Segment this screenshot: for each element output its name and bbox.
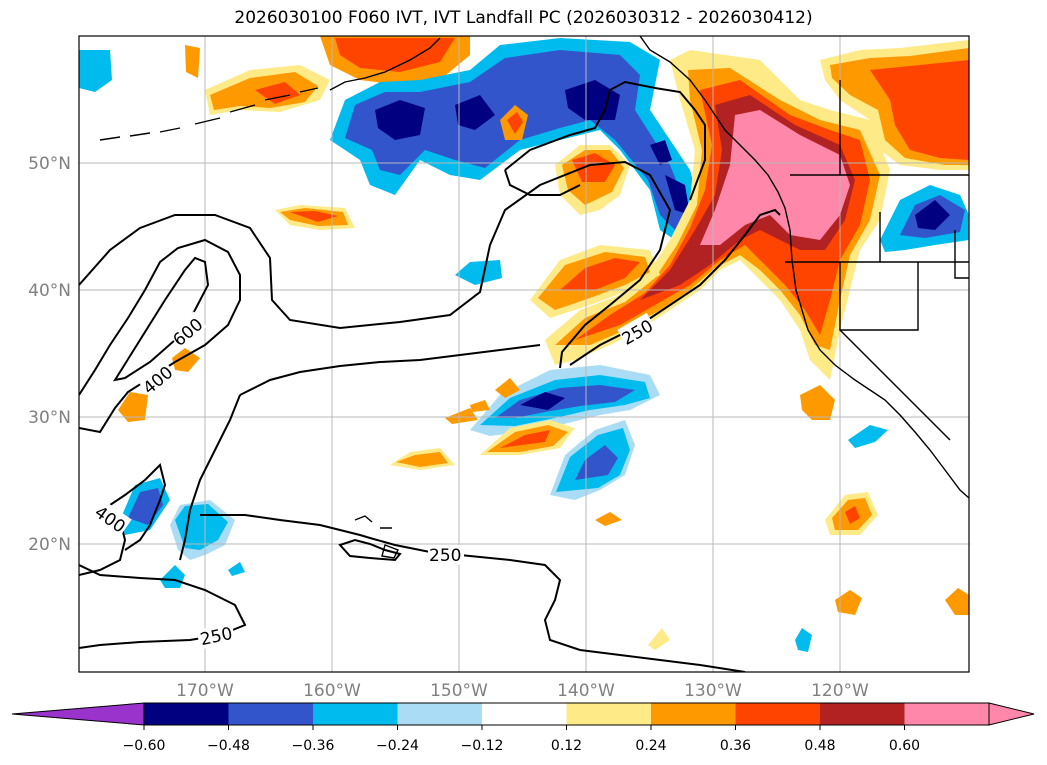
colorbar-segment (228, 703, 313, 725)
lat-label: 50°N (28, 154, 71, 174)
colorbar-segment (397, 703, 482, 725)
contour-line (79, 564, 247, 649)
positive-region (560, 258, 640, 290)
latitude-labels: 50°N 40°N 30°N 20°N (28, 154, 71, 555)
colorbar-extend-left (11, 702, 145, 726)
contour-line (200, 514, 746, 672)
contour-line (112, 256, 210, 382)
gridlines (79, 36, 969, 672)
map-title: 2026030100 F060 IVT, IVT Landfall PC (20… (234, 8, 813, 28)
positive-region (495, 378, 520, 398)
longitude-labels: 170°W 160°W 150°W 140°W 130°W 120°W (176, 681, 869, 701)
colorbar-segment (904, 703, 989, 725)
colorbar-segment (482, 703, 567, 725)
contour-line (179, 394, 241, 561)
negative-region (565, 80, 620, 120)
colorbar-segment (313, 703, 398, 725)
negative-region (79, 50, 112, 92)
coastlines (99, 36, 969, 559)
positive-region (648, 628, 670, 650)
negative-region (228, 562, 245, 576)
negative-region (848, 425, 888, 448)
lat-label: 30°N (28, 408, 71, 428)
contour-label: 250 (429, 546, 461, 566)
negative-region (455, 260, 502, 285)
contour-line (338, 538, 402, 562)
colorbar-tick-label: 0.12 (551, 738, 582, 754)
positive-region (118, 392, 148, 422)
positive-region (835, 590, 862, 615)
positive-region (255, 82, 300, 104)
contour-line (504, 80, 706, 201)
lat-label: 40°N (28, 281, 71, 301)
positive-region (445, 408, 478, 424)
shaded-field (79, 36, 969, 652)
colorbar: −0.60 −0.48 −0.36 −0.24 −0.12 0.12 0.24 … (11, 702, 1035, 754)
colorbar-segment (566, 703, 651, 725)
lon-label: 130°W (684, 681, 742, 701)
colorbar-tick-label: −0.36 (292, 738, 335, 754)
negative-region (915, 200, 950, 230)
lon-label: 170°W (176, 681, 234, 701)
colorbar-tick-label: −0.12 (461, 738, 504, 754)
contour-line (79, 238, 241, 434)
contour-line (504, 169, 581, 196)
lat-label: 20°N (28, 535, 71, 555)
colorbar-tick-label: 0.24 (635, 738, 666, 754)
colorbar-tick-label: 0.36 (720, 738, 751, 754)
lon-label: 120°W (811, 681, 869, 701)
negative-region (495, 385, 635, 418)
contour-line (79, 463, 167, 576)
contour-line (79, 160, 672, 369)
contour-line (569, 208, 781, 366)
positive-region (595, 512, 622, 526)
positive-region (172, 348, 200, 372)
negative-region (455, 95, 495, 130)
ivt-contours (79, 80, 781, 672)
positive-region (500, 430, 550, 448)
negative-region (665, 175, 690, 215)
positive-region (290, 211, 338, 222)
colorbar-tick-label: −0.60 (123, 738, 166, 754)
lon-label: 160°W (303, 681, 361, 701)
contour-line (239, 344, 541, 396)
colorbar-tick-label: −0.48 (207, 738, 250, 754)
positive-region (845, 506, 860, 524)
colorbar-tick-label: 0.60 (889, 738, 920, 754)
lon-label: 140°W (557, 681, 615, 701)
positive-region (335, 38, 455, 72)
negative-region (650, 140, 672, 165)
positive-region (572, 153, 615, 182)
positive-region (700, 110, 850, 245)
map-frame (78, 35, 970, 673)
colorbar-segment (144, 703, 229, 725)
positive-region (507, 112, 523, 134)
positive-region (470, 400, 490, 412)
positive-region (870, 60, 969, 160)
positive-region (396, 452, 448, 467)
negative-region (520, 392, 565, 410)
colorbar-extend-right (988, 702, 1035, 726)
positive-region (800, 385, 835, 420)
positive-region (185, 45, 200, 78)
colorbar-segment (820, 703, 905, 725)
negative-region (795, 628, 812, 652)
negative-region (375, 100, 425, 140)
colorbar-tick-label: −0.24 (376, 738, 419, 754)
colorbar-segment (735, 703, 820, 725)
lon-label: 150°W (430, 681, 488, 701)
positive-region (945, 588, 969, 615)
colorbar-tick-label: 0.48 (804, 738, 835, 754)
colorbar-segment (651, 703, 736, 725)
